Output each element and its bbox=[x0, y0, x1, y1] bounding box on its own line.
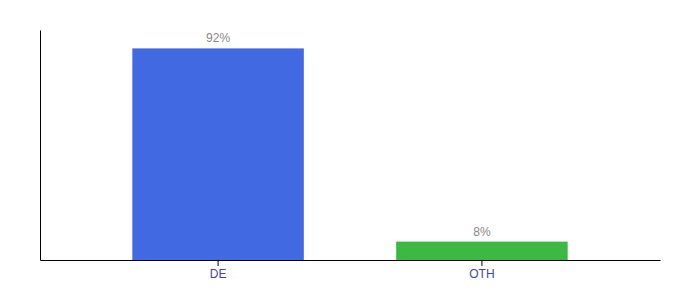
data-label: 8% bbox=[473, 225, 491, 239]
x-tick-label: DE bbox=[210, 267, 227, 281]
plot: DE OTH 92% 8% bbox=[41, 31, 661, 281]
bar bbox=[396, 242, 567, 260]
x-axis-line bbox=[41, 260, 661, 261]
x-tick: OTH bbox=[469, 260, 494, 281]
chart: DE OTH 92% 8% bbox=[0, 0, 680, 300]
data-label: 92% bbox=[206, 31, 230, 45]
x-axis: DE OTH bbox=[41, 260, 661, 281]
y-axis bbox=[40, 31, 41, 261]
bars bbox=[132, 48, 567, 260]
x-tick-mark bbox=[481, 260, 482, 266]
bar bbox=[132, 48, 303, 260]
x-tick: DE bbox=[210, 260, 227, 281]
x-tick-label: OTH bbox=[469, 267, 494, 281]
x-tick-mark bbox=[218, 260, 219, 266]
data-labels: 92% 8% bbox=[206, 31, 491, 238]
y-axis-line bbox=[40, 31, 41, 261]
